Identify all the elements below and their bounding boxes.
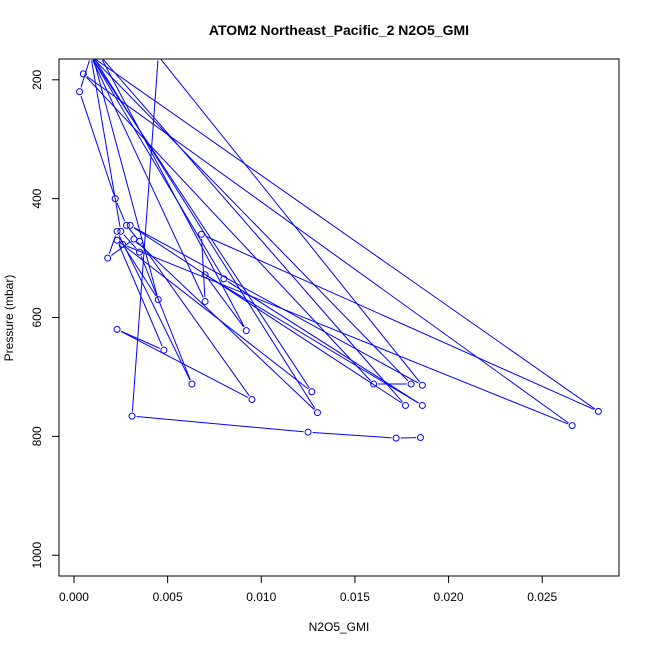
- data-point: [119, 240, 127, 248]
- data-point: [313, 409, 321, 417]
- series-segment: [227, 280, 419, 404]
- y-tick-label: 400: [30, 188, 44, 208]
- data-point: [160, 346, 168, 354]
- y-axis: 200 400 600 800 1000: [30, 69, 60, 569]
- y-tick-label: 800: [30, 426, 44, 446]
- x-axis: 0.000 0.005 0.010 0.015 0.020 0.025: [59, 575, 558, 604]
- series-segment: [101, 59, 245, 327]
- x-tick-label: 0.010: [246, 590, 276, 604]
- y-tick-label: 600: [30, 307, 44, 327]
- series-segment: [94, 59, 316, 410]
- data-point: [242, 327, 250, 335]
- y-tick-label: 1000: [30, 542, 44, 569]
- data-point: [136, 237, 144, 245]
- x-tick-label: 0.020: [434, 590, 464, 604]
- data-point: [407, 380, 415, 388]
- data-point: [392, 434, 400, 442]
- series-segment: [205, 235, 595, 411]
- data-point: [130, 235, 138, 243]
- data-point: [201, 297, 209, 305]
- series-segment: [133, 227, 402, 404]
- data-point: [104, 254, 112, 262]
- data-point: [154, 296, 162, 304]
- data-point: [76, 88, 84, 96]
- series-segment: [93, 60, 158, 296]
- data-point: [370, 380, 378, 388]
- series-segment: [120, 330, 160, 349]
- data-point: [418, 381, 426, 389]
- data-point: [416, 434, 424, 442]
- x-tick-label: 0.015: [340, 590, 370, 604]
- series-segment: [120, 242, 309, 390]
- series-segment: [141, 244, 250, 397]
- data-point: [136, 248, 144, 256]
- series-segment: [207, 278, 245, 328]
- data-point: [113, 227, 121, 235]
- series-segment: [80, 60, 90, 88]
- series-segment: [102, 59, 403, 403]
- data-point: [568, 422, 576, 430]
- data-point: [79, 70, 87, 78]
- series-segment: [160, 59, 420, 383]
- data-point: [418, 401, 426, 409]
- x-axis-label: N2O5_GMI: [309, 620, 370, 634]
- series-segment: [140, 256, 191, 381]
- y-axis-label: Pressure (mbar): [2, 275, 16, 362]
- series-segment: [133, 227, 419, 384]
- data-point: [122, 221, 130, 229]
- y-tick-label: 200: [30, 69, 44, 89]
- chart-title: ATOM2 Northeast_Pacific_2 N2O5_GMI: [209, 22, 469, 38]
- data-point: [113, 236, 121, 244]
- x-tick-label: 0.000: [59, 590, 89, 604]
- data-point: [117, 227, 125, 235]
- data-point: [128, 412, 136, 420]
- series-segment: [136, 416, 304, 433]
- series-segment: [92, 59, 204, 298]
- series-segment: [111, 241, 131, 256]
- x-tick-label: 0.025: [527, 590, 557, 604]
- series-segment: [118, 235, 191, 381]
- data-point: [197, 230, 205, 238]
- series-segment: [92, 59, 222, 276]
- data-point: [201, 271, 209, 279]
- series-segment: [80, 95, 115, 195]
- series-segment: [136, 241, 315, 410]
- series-segment: [93, 59, 409, 382]
- data-point: [401, 401, 409, 409]
- series-segment: [94, 59, 595, 410]
- data-point: [111, 195, 119, 203]
- series-segment: [116, 202, 126, 222]
- series-segment: [126, 245, 569, 425]
- x-tick-label: 0.005: [153, 590, 183, 604]
- data-point: [113, 325, 121, 333]
- data-point: [188, 380, 196, 388]
- data-point: [248, 396, 256, 404]
- series-segment: [131, 60, 159, 412]
- series-segment: [312, 431, 392, 439]
- data-point: [126, 221, 134, 229]
- data-point: [594, 407, 602, 415]
- series-segment: [208, 276, 419, 404]
- data-point: [304, 428, 312, 436]
- data-point: [220, 275, 228, 283]
- data-point: [308, 388, 316, 396]
- series-segment: [124, 247, 157, 297]
- series-layer: [76, 59, 602, 442]
